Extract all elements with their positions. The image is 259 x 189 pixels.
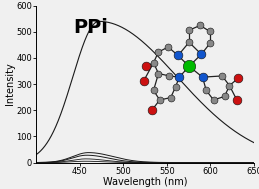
Point [208, 42, 212, 45]
Point [187, 65, 191, 68]
Point [220, 74, 224, 77]
X-axis label: Wavelength (nm): Wavelength (nm) [103, 177, 187, 187]
Point [166, 46, 170, 49]
Point [187, 41, 191, 44]
Point [235, 98, 239, 101]
Point [199, 53, 203, 56]
Point [222, 95, 227, 98]
Point [150, 108, 154, 111]
Point [177, 76, 181, 79]
Point [212, 98, 216, 101]
Point [204, 89, 208, 92]
Point [200, 76, 205, 79]
Point [208, 30, 212, 33]
Point [152, 89, 156, 92]
Point [152, 61, 156, 64]
Point [174, 85, 178, 88]
Point [169, 96, 173, 99]
Point [176, 54, 180, 57]
Point [144, 65, 148, 68]
Y-axis label: Intensity: Intensity [5, 63, 15, 105]
Point [156, 72, 161, 75]
Text: PPi: PPi [73, 18, 108, 37]
Point [142, 79, 146, 82]
Point [158, 98, 162, 101]
Point [187, 29, 191, 32]
Point [236, 77, 240, 80]
Point [227, 84, 232, 87]
Point [198, 24, 202, 27]
Point [167, 74, 171, 77]
Point [156, 50, 161, 53]
